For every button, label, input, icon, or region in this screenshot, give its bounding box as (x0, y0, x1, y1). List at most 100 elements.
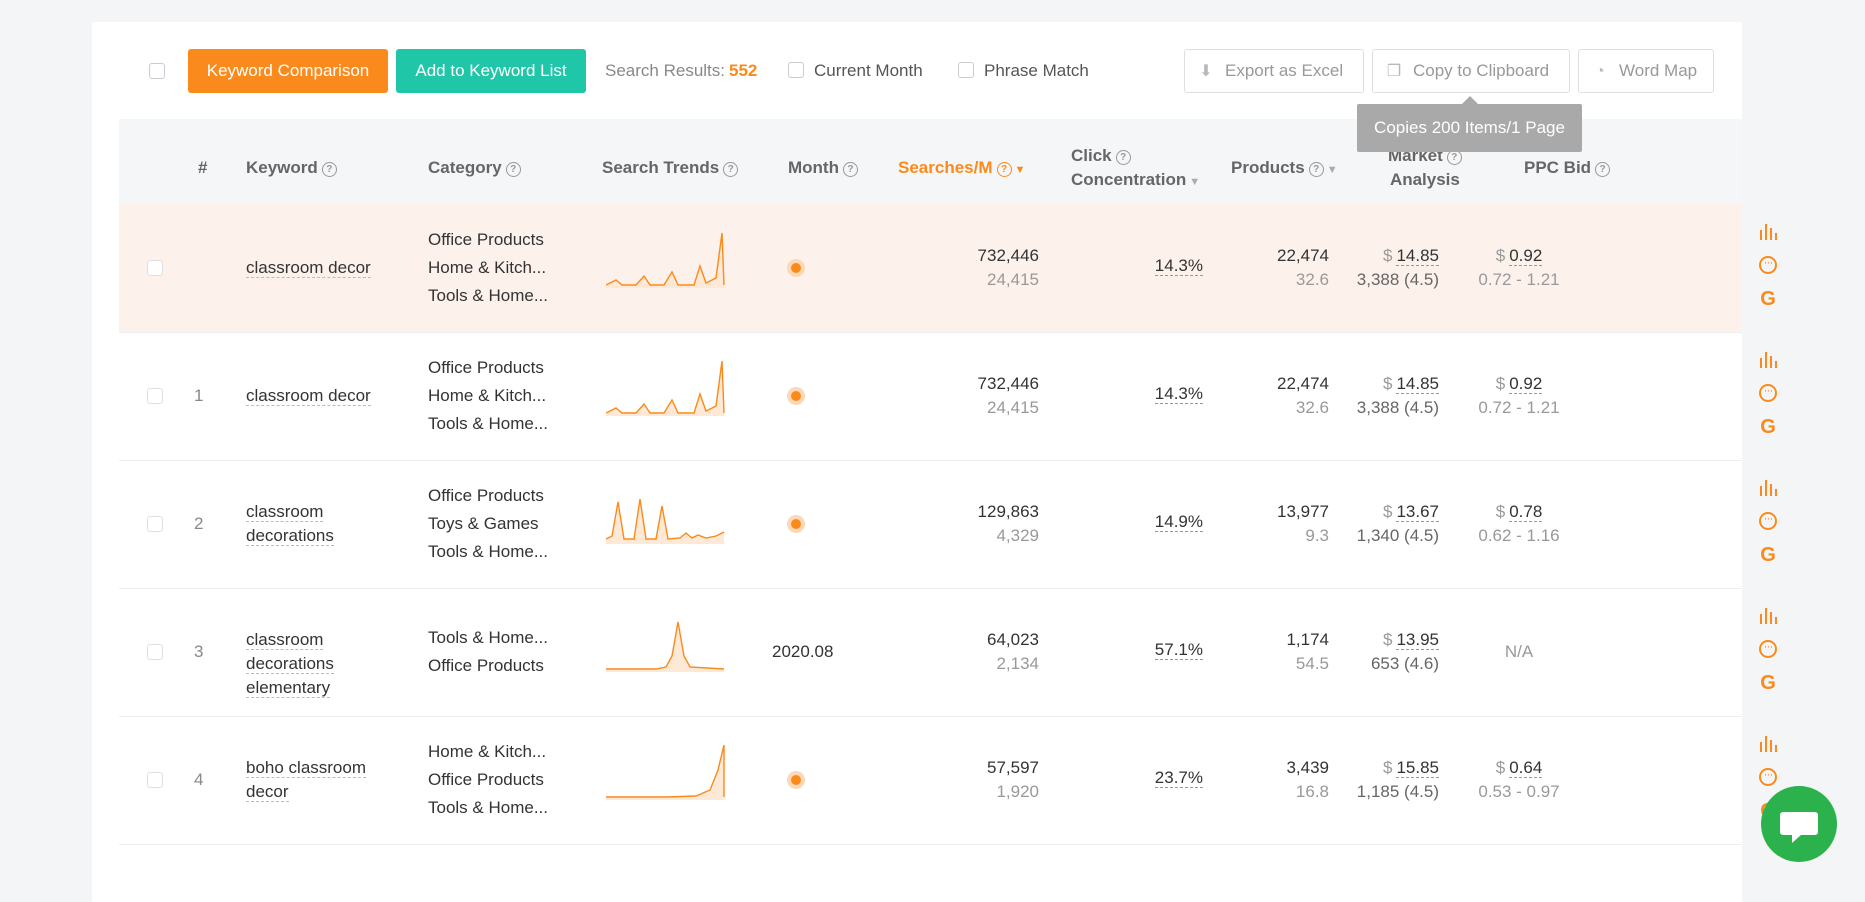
category-item[interactable]: Office Products (428, 358, 544, 377)
help-icon[interactable]: ? (1308, 162, 1324, 177)
google-icon[interactable]: G (1760, 544, 1776, 566)
row-checkbox[interactable] (147, 644, 163, 660)
ppc-bid-cell[interactable]: $0.92 0.72 - 1.21 (1449, 244, 1589, 292)
click-concentration-cell[interactable]: 14.3% (1119, 256, 1203, 276)
bar-chart-icon[interactable] (1757, 352, 1779, 374)
sort-icon[interactable]: ▼ (1326, 164, 1338, 176)
copy-clipboard-button[interactable]: ❐ Copy to Clipboard (1372, 49, 1570, 93)
ppc-bid-cell[interactable]: $0.78 0.62 - 1.16 (1449, 500, 1589, 548)
searches-cell: 64,023 2,134 (919, 628, 1039, 676)
market-analysis-cell[interactable]: $14.85 3,388 (4.5) (1319, 244, 1439, 292)
keyword-link[interactable]: classroom decor (246, 256, 386, 280)
select-all-checkbox[interactable] (149, 63, 165, 79)
header-products[interactable]: Products? ▼ (1231, 156, 1338, 182)
add-to-keyword-list-button[interactable]: Add to Keyword List (396, 49, 586, 93)
bar-chart-icon[interactable] (1757, 480, 1779, 502)
category-item[interactable]: Tools & Home... (428, 628, 548, 647)
row-checkbox[interactable] (147, 516, 163, 532)
keyword-link[interactable]: classroom decorations (246, 500, 386, 548)
category-item[interactable]: Office Products (428, 656, 544, 675)
click-concentration-value: 57.1% (1154, 640, 1203, 660)
ppc-bid-cell[interactable]: $0.92 0.72 - 1.21 (1449, 372, 1589, 420)
header-category[interactable]: Category? (428, 156, 521, 180)
search-trend-sparkline[interactable] (606, 740, 726, 802)
category-item[interactable]: Tools & Home... (428, 798, 548, 817)
category-item[interactable]: Tools & Home... (428, 542, 548, 561)
sort-icon[interactable]: ▼ (1189, 176, 1201, 188)
table-row[interactable]: 1 classroom decor Office Products Home & … (119, 332, 1777, 461)
more-icon[interactable]: ··· (1757, 384, 1779, 406)
current-month-checkbox[interactable] (788, 62, 804, 78)
searches-daily: 1,920 (996, 782, 1039, 801)
keyword-link[interactable]: classroom decor (246, 384, 386, 408)
row-checkbox[interactable] (147, 772, 163, 788)
category-item[interactable]: Tools & Home... (428, 286, 548, 305)
market-analysis-cell[interactable]: $15.85 1,185 (4.5) (1319, 756, 1439, 804)
phrase-match-option[interactable]: Phrase Match (958, 61, 1089, 81)
header-category-label: Category (428, 158, 502, 177)
row-checkbox[interactable] (147, 388, 163, 404)
help-icon[interactable]: ? (505, 162, 521, 177)
header-ppc-bid[interactable]: PPC Bid? (1524, 156, 1611, 180)
header-click-concentration[interactable]: Click? Concentration ▼ (1071, 144, 1200, 194)
word-map-button[interactable]: ◔ Word Map (1578, 49, 1714, 93)
more-icon[interactable]: ··· (1757, 768, 1779, 790)
export-excel-button[interactable]: ⬇ Export as Excel (1184, 49, 1364, 93)
help-icon[interactable]: ? (1115, 150, 1131, 165)
sort-down-icon[interactable]: ▼ (1014, 164, 1026, 176)
phrase-match-checkbox[interactable] (958, 62, 974, 78)
category-item[interactable]: Home & Kitch... (428, 386, 547, 405)
market-analysis-cell[interactable]: $13.67 1,340 (4.5) (1319, 500, 1439, 548)
keyword-link[interactable]: classroom decorations elementary (246, 628, 386, 700)
help-icon[interactable]: ? (842, 162, 858, 177)
click-concentration-cell[interactable]: 23.7% (1119, 768, 1203, 788)
current-month-option[interactable]: Current Month (788, 61, 923, 81)
category-item[interactable]: Home & Kitch... (428, 742, 547, 761)
category-item[interactable]: Home & Kitch... (428, 258, 547, 277)
category-item[interactable]: Toys & Games (428, 514, 539, 533)
google-icon[interactable]: G (1760, 672, 1776, 694)
header-search-trends[interactable]: Search Trends? (602, 156, 739, 180)
table-row[interactable]: 3 classroom decorations elementary Tools… (119, 588, 1777, 717)
header-products-label: Products (1231, 158, 1305, 177)
category-item[interactable]: Office Products (428, 770, 544, 789)
bar-chart-icon[interactable] (1757, 608, 1779, 630)
ppc-bid-cell[interactable]: $0.64 0.53 - 0.97 (1449, 756, 1589, 804)
click-concentration-cell[interactable]: 14.9% (1119, 512, 1203, 532)
more-icon[interactable]: ··· (1757, 512, 1779, 534)
search-trend-sparkline[interactable] (606, 356, 726, 418)
keyword-comparison-button[interactable]: Keyword Comparison (188, 49, 388, 93)
bar-chart-icon[interactable] (1757, 224, 1779, 246)
click-concentration-cell[interactable]: 57.1% (1119, 640, 1203, 660)
help-icon[interactable]: ? (723, 162, 739, 177)
search-trend-sparkline[interactable] (606, 612, 726, 674)
google-icon[interactable]: G (1760, 416, 1776, 438)
market-analysis-cell[interactable]: $13.95 653 (4.6) (1319, 628, 1439, 676)
help-icon[interactable]: ? (996, 162, 1012, 177)
table-row[interactable]: 2 classroom decorations Office Products T… (119, 460, 1777, 589)
chat-button[interactable] (1761, 786, 1837, 862)
category-item[interactable]: Office Products (428, 230, 544, 249)
table-row[interactable]: classroom decor Office Products Home & Ki… (119, 204, 1777, 333)
keyword-link[interactable]: boho classroom decor (246, 756, 386, 804)
more-icon[interactable]: ··· (1757, 640, 1779, 662)
search-trend-sparkline[interactable] (606, 228, 726, 290)
click-concentration-cell[interactable]: 14.3% (1119, 384, 1203, 404)
google-icon[interactable]: G (1760, 288, 1776, 310)
search-trend-sparkline[interactable] (606, 484, 726, 546)
market-analysis-cell[interactable]: $14.85 3,388 (4.5) (1319, 372, 1439, 420)
header-keyword[interactable]: Keyword? (246, 156, 337, 180)
bar-chart-icon[interactable] (1757, 736, 1779, 758)
category-item[interactable]: Tools & Home... (428, 414, 548, 433)
more-icon[interactable]: ··· (1757, 256, 1779, 278)
help-icon[interactable]: ? (1446, 150, 1462, 165)
category-list: Tools & Home... Office Products (428, 624, 548, 680)
category-item[interactable]: Office Products (428, 486, 544, 505)
header-month[interactable]: Month? (788, 156, 858, 180)
help-icon[interactable]: ? (1595, 162, 1611, 177)
ppc-bid-cell[interactable]: N/A (1449, 628, 1589, 664)
table-row[interactable]: 4 boho classroom decor Home & Kitch... Of… (119, 716, 1777, 845)
row-checkbox[interactable] (147, 260, 163, 276)
header-searches[interactable]: Searches/M? ▼ (898, 156, 1025, 182)
help-icon[interactable]: ? (321, 162, 337, 177)
